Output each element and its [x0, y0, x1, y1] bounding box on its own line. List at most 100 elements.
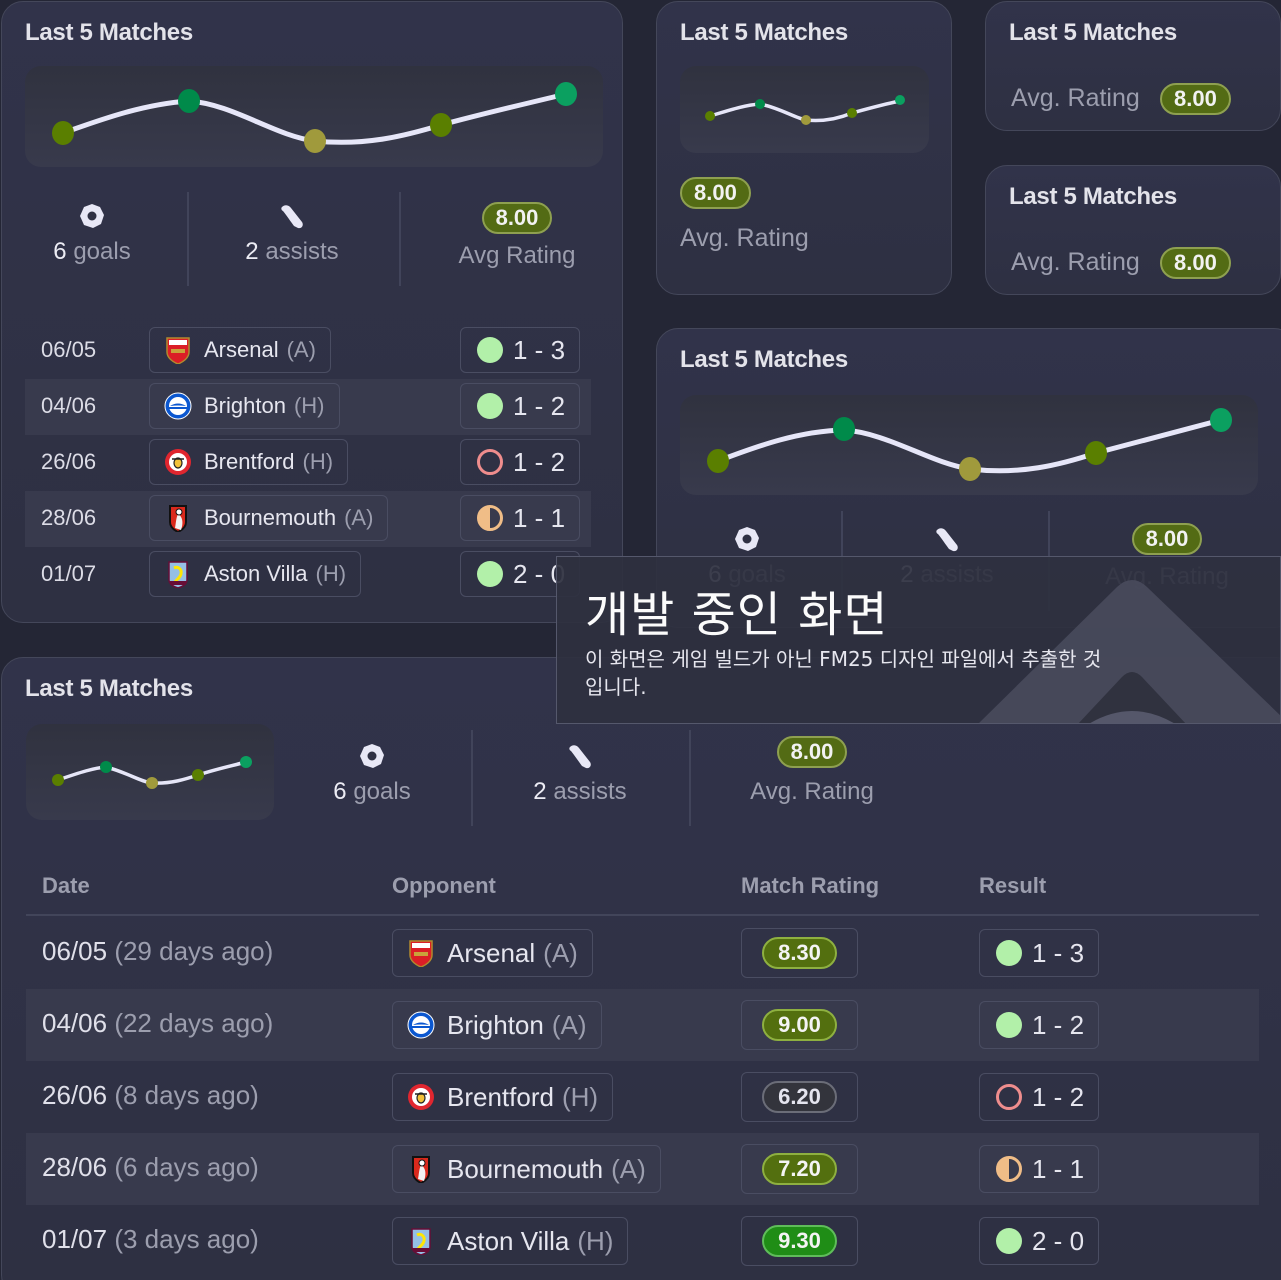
- overlay-body: 이 화면은 게임 빌드가 아닌 FM25 디자인 파일에서 추출한 것입니다.: [585, 647, 1102, 699]
- match-date: 26/06: [42, 1080, 108, 1110]
- win-icon: [477, 393, 503, 419]
- opponent-chip[interactable]: Bournemouth (A): [392, 1145, 661, 1193]
- avg-rating-label: Avg Rating: [458, 242, 576, 269]
- divider: [689, 730, 691, 826]
- header-opponent[interactable]: Opponent: [392, 873, 496, 898]
- opponent-name: Aston Villa: [204, 561, 308, 586]
- goals-count: 6: [53, 238, 67, 265]
- trend-chart-svg: [52, 82, 577, 153]
- match-rating-badge: 6.20: [762, 1081, 837, 1113]
- avg-rating-badge: 8.00: [1160, 83, 1231, 115]
- brighton-crest-icon: [407, 1011, 435, 1039]
- goals-stat: 6 goals: [302, 742, 442, 806]
- header-match-rating[interactable]: Match Rating: [741, 873, 880, 898]
- score: 1 - 2: [513, 390, 566, 421]
- match-rating-badge: 9.00: [762, 1009, 837, 1041]
- card-title: Last 5 Matches: [1009, 19, 1177, 46]
- venue: (A): [286, 337, 316, 362]
- venue: (H): [561, 1081, 599, 1112]
- trend-point: [178, 89, 200, 113]
- venue: (H): [293, 393, 325, 418]
- match-rating-cell: 9.00: [741, 1000, 858, 1050]
- divider: [399, 192, 401, 286]
- trend-chart: [25, 66, 603, 167]
- result-chip[interactable]: 1 - 2: [979, 1073, 1100, 1121]
- opponent-name: Brentford: [447, 1081, 554, 1112]
- trend-point: [52, 121, 74, 145]
- avg-rating-badge: 8.00: [481, 202, 553, 234]
- result-chip[interactable]: 1 - 2: [460, 383, 581, 429]
- match-rating-badge: 8.30: [762, 937, 837, 969]
- bournemouth-crest-icon: [169, 505, 187, 532]
- result-chip[interactable]: 1 - 1: [979, 1145, 1100, 1193]
- trend-chart-svg: [707, 408, 1232, 481]
- overlay-title: 개발 중인 화면: [585, 587, 889, 643]
- days-ago: (8 days ago): [114, 1080, 259, 1110]
- boot-icon: [281, 205, 303, 229]
- score: 1 - 1: [513, 502, 566, 533]
- opponent-name: Brighton: [447, 1009, 544, 1040]
- trend-chart: [680, 66, 929, 153]
- result-chip[interactable]: 1 - 2: [979, 1001, 1100, 1049]
- header-date[interactable]: Date: [42, 873, 90, 898]
- opponent-chip[interactable]: Brighton (A): [392, 1001, 602, 1049]
- win-icon: [477, 561, 503, 587]
- match-rating-badge: 7.20: [762, 1153, 837, 1185]
- venue: (H): [315, 561, 347, 586]
- venue: (A): [344, 505, 374, 530]
- last5-card-rating-only-2: Last 5 Matches Avg. Rating 8.00: [985, 165, 1281, 295]
- trend-chart-svg: [705, 95, 905, 125]
- venue: (A): [551, 1009, 587, 1040]
- match-rating-cell: 9.30: [741, 1216, 858, 1266]
- match-date: 01/07: [42, 1224, 108, 1254]
- opponent-name: Aston Villa: [447, 1225, 570, 1256]
- score: 1 - 2: [1032, 1009, 1085, 1040]
- last5-card-table: Last 5 Matches 6 goals 2 assists 8.00 Av…: [1, 657, 1281, 1280]
- aston-villa-crest-icon: [410, 1227, 432, 1255]
- opponent-name: Arsenal: [447, 937, 536, 968]
- opponent-chip[interactable]: Aston Villa (H): [392, 1217, 629, 1265]
- bournemouth-crest-icon: [412, 1156, 430, 1183]
- avg-rating-label: Avg. Rating: [1011, 248, 1140, 276]
- brighton-crest-icon: [164, 392, 192, 420]
- match-date: 06/05: [42, 936, 108, 966]
- draw-icon: [477, 505, 503, 531]
- win-icon: [996, 1228, 1022, 1254]
- win-icon: [477, 337, 503, 363]
- goals-label: goals: [73, 238, 131, 265]
- match-rating-cell: 6.20: [741, 1072, 858, 1122]
- opponent-chip[interactable]: Brentford (H): [392, 1073, 614, 1121]
- days-ago: (22 days ago): [114, 1008, 274, 1038]
- trend-point: [555, 82, 577, 106]
- opponent-chip[interactable]: Brentford (H): [149, 439, 349, 485]
- match-rating-badge: 9.30: [762, 1225, 837, 1257]
- opponent-chip[interactable]: Bournemouth (A): [149, 495, 389, 541]
- match-date: 01/07: [41, 561, 97, 586]
- loss-icon: [477, 449, 503, 475]
- result-chip[interactable]: 1 - 2: [460, 439, 581, 485]
- result-chip[interactable]: 1 - 3: [979, 929, 1100, 977]
- opponent-chip[interactable]: Arsenal (A): [392, 929, 593, 977]
- goals-label: goals: [353, 778, 411, 805]
- header-result[interactable]: Result: [979, 873, 1047, 898]
- result-chip[interactable]: 2 - 0: [979, 1217, 1100, 1265]
- card-title: Last 5 Matches: [25, 19, 193, 46]
- opponent-chip[interactable]: Arsenal (A): [149, 327, 331, 373]
- last5-card-mini-chart: Last 5 Matches 8.00 Avg. Rating: [656, 1, 952, 295]
- football-icon: [80, 204, 104, 228]
- avg-rating-badge: 8.00: [1160, 247, 1231, 279]
- header-divider: [26, 914, 1259, 916]
- opponent-name: Brighton: [204, 393, 286, 418]
- result-chip[interactable]: 1 - 3: [460, 327, 581, 373]
- opponent-chip[interactable]: Aston Villa (H): [149, 551, 362, 597]
- avg-rating-label: Avg. Rating: [750, 778, 874, 805]
- score: 1 - 2: [513, 446, 566, 477]
- arsenal-crest-icon: [409, 940, 433, 967]
- assists-count: 2: [245, 238, 259, 265]
- venue: (A): [611, 1153, 646, 1184]
- result-chip[interactable]: 1 - 1: [460, 495, 581, 541]
- draw-icon: [996, 1156, 1022, 1182]
- opponent-chip[interactable]: Brighton (H): [149, 383, 340, 429]
- card-title: Last 5 Matches: [680, 346, 848, 373]
- brentford-crest-icon: [164, 448, 192, 476]
